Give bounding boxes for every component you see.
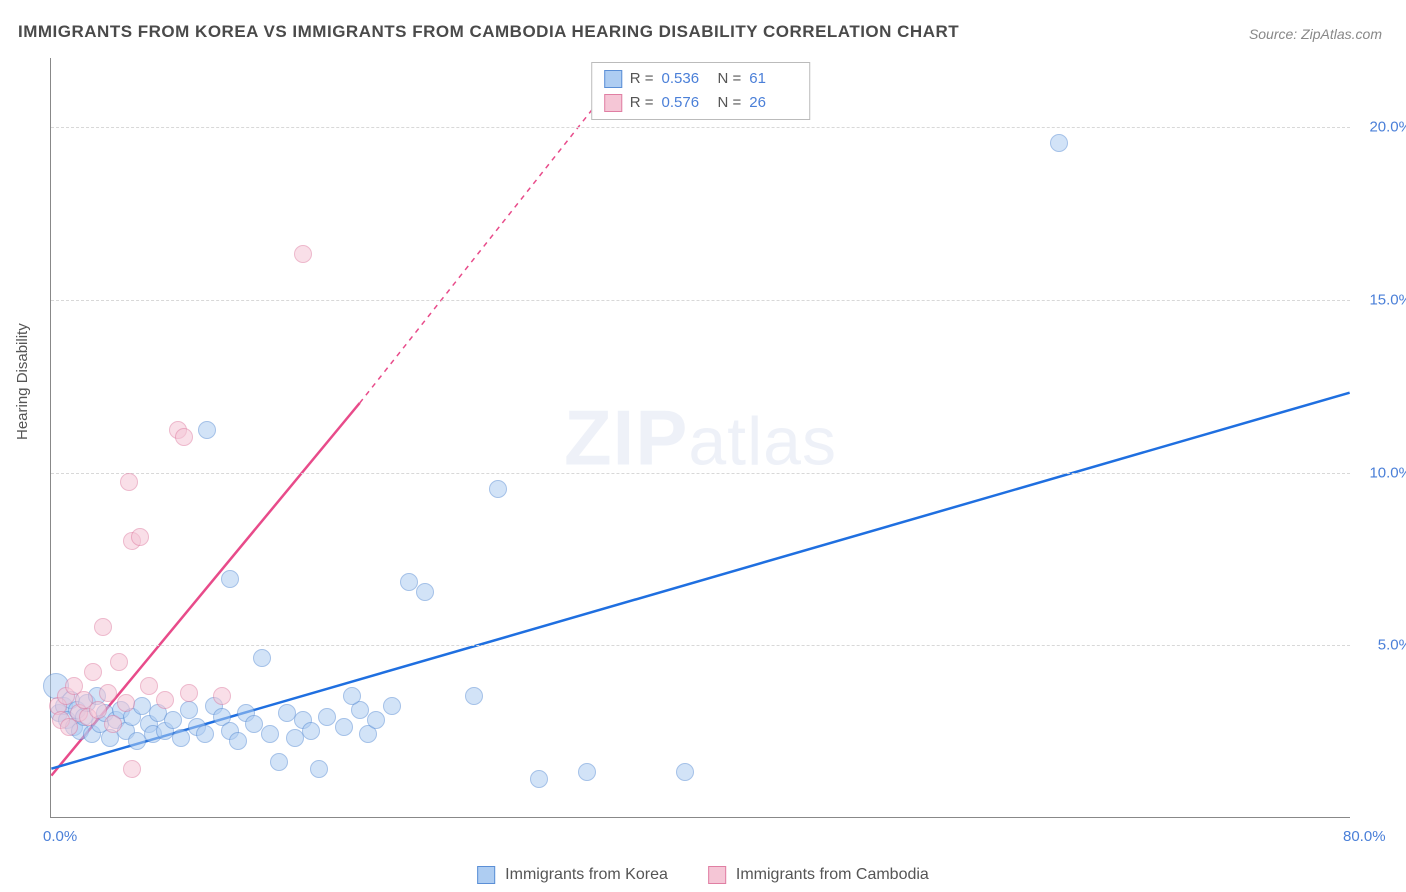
- legend-item: Immigrants from Cambodia: [708, 866, 929, 884]
- stats-legend-row: R = 0.536 N = 61: [604, 67, 798, 91]
- data-point: [343, 687, 361, 705]
- stats-legend-row: R = 0.576 N = 26: [604, 91, 798, 115]
- data-point: [253, 649, 271, 667]
- data-point: [175, 428, 193, 446]
- r-label: R =: [630, 91, 654, 115]
- data-point: [99, 684, 117, 702]
- data-point: [140, 677, 158, 695]
- n-label: N =: [718, 67, 742, 91]
- legend-swatch: [604, 94, 622, 112]
- n-label: N =: [718, 91, 742, 115]
- gridline: [51, 127, 1350, 128]
- y-tick-label: 20.0%: [1357, 119, 1406, 136]
- r-value: 0.576: [662, 91, 710, 115]
- chart-title: IMMIGRANTS FROM KOREA VS IMMIGRANTS FROM…: [18, 22, 959, 42]
- series-legend: Immigrants from Korea Immigrants from Cam…: [477, 866, 929, 884]
- data-point: [578, 763, 596, 781]
- r-label: R =: [630, 67, 654, 91]
- data-point: [104, 715, 122, 733]
- data-point: [416, 583, 434, 601]
- data-point: [156, 691, 174, 709]
- data-point: [400, 573, 418, 591]
- data-point: [229, 732, 247, 750]
- watermark: ZIPatlas: [564, 392, 837, 483]
- data-point: [117, 694, 135, 712]
- legend-swatch: [708, 866, 726, 884]
- y-tick-label: 15.0%: [1357, 291, 1406, 308]
- data-point: [180, 684, 198, 702]
- n-value: 26: [749, 91, 797, 115]
- chart-plot-area: ZIPatlas R =0.536N =61R =0.576N =26 5.0%…: [50, 58, 1350, 818]
- legend-label: Immigrants from Korea: [505, 866, 668, 884]
- data-point: [172, 729, 190, 747]
- data-point: [110, 653, 128, 671]
- data-point: [1050, 134, 1068, 152]
- data-point: [465, 687, 483, 705]
- r-value: 0.536: [662, 67, 710, 91]
- data-point: [294, 245, 312, 263]
- data-point: [383, 697, 401, 715]
- data-point: [123, 760, 141, 778]
- legend-swatch: [604, 70, 622, 88]
- data-point: [94, 618, 112, 636]
- data-point: [131, 528, 149, 546]
- x-tick-label: 80.0%: [1343, 828, 1386, 845]
- data-point: [245, 715, 263, 733]
- data-point: [89, 701, 107, 719]
- data-point: [120, 473, 138, 491]
- data-point: [676, 763, 694, 781]
- chart-svg-overlay: [51, 58, 1350, 817]
- data-point: [261, 725, 279, 743]
- n-value: 61: [749, 67, 797, 91]
- source-label: Source: ZipAtlas.com: [1249, 26, 1382, 42]
- data-point: [318, 708, 336, 726]
- data-point: [221, 570, 239, 588]
- gridline: [51, 473, 1350, 474]
- data-point: [84, 663, 102, 681]
- data-point: [367, 711, 385, 729]
- x-tick-label: 0.0%: [43, 828, 77, 845]
- data-point: [180, 701, 198, 719]
- legend-label: Immigrants from Cambodia: [736, 866, 929, 884]
- y-axis-label: Hearing Disability: [14, 323, 31, 440]
- data-point: [302, 722, 320, 740]
- data-point: [335, 718, 353, 736]
- data-point: [164, 711, 182, 729]
- legend-item: Immigrants from Korea: [477, 866, 668, 884]
- data-point: [196, 725, 214, 743]
- data-point: [530, 770, 548, 788]
- data-point: [270, 753, 288, 771]
- data-point: [310, 760, 328, 778]
- legend-swatch: [477, 866, 495, 884]
- stats-legend: R = 0.536 N = 61 R = 0.576 N = 26: [591, 62, 811, 120]
- y-tick-label: 10.0%: [1357, 464, 1406, 481]
- data-point: [489, 480, 507, 498]
- gridline: [51, 300, 1350, 301]
- gridline: [51, 645, 1350, 646]
- y-tick-label: 5.0%: [1357, 637, 1406, 654]
- data-point: [213, 687, 231, 705]
- data-point: [198, 421, 216, 439]
